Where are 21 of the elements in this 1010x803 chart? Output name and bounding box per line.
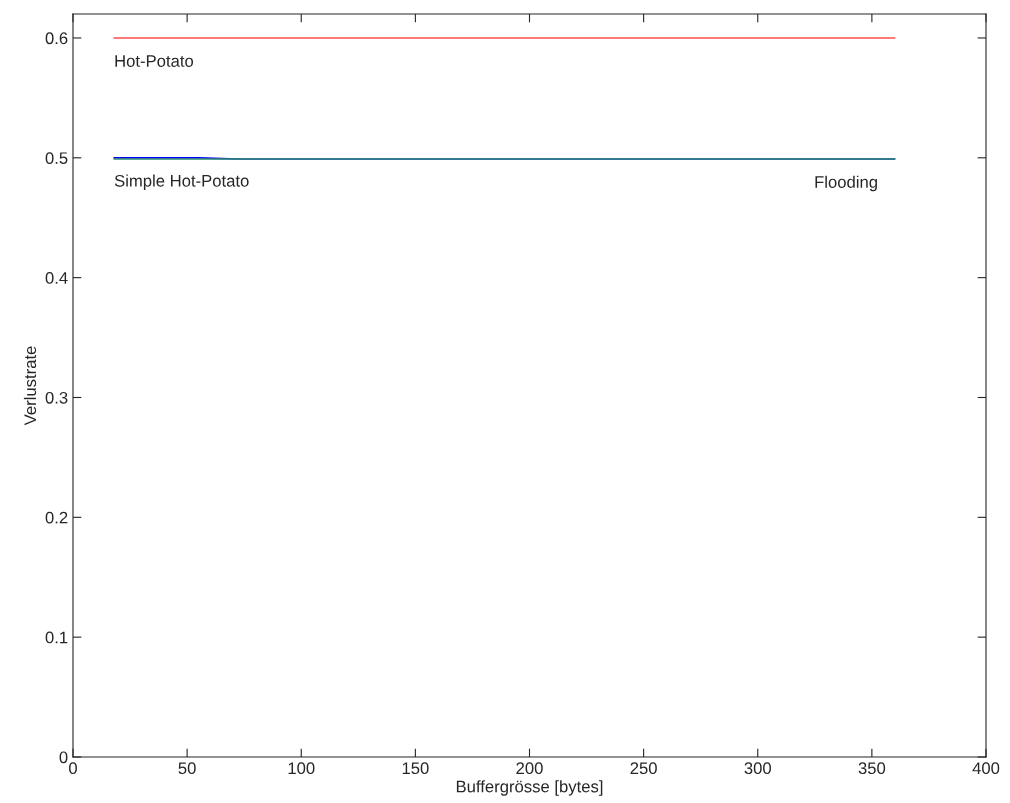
y-tick-label: 0.4 bbox=[45, 272, 68, 284]
x-tick-label: 250 bbox=[630, 762, 657, 775]
x-tick-label: 50 bbox=[178, 762, 196, 775]
x-tick-label: 100 bbox=[288, 762, 315, 775]
y-tick-label: 0 bbox=[59, 751, 68, 764]
x-tick-label: 350 bbox=[858, 762, 886, 775]
x-tick-label: 0 bbox=[69, 762, 77, 775]
series-label: Hot-Potato bbox=[115, 55, 194, 67]
y-tick-label: 0.1 bbox=[45, 631, 68, 644]
series-label: Flooding bbox=[815, 175, 877, 192]
x-tick-label: 150 bbox=[402, 762, 429, 775]
y-axis-title: Verlustrate bbox=[23, 346, 37, 426]
x-axis-title: Buffergrösse [bytes] bbox=[456, 780, 603, 796]
x-tick-label: 300 bbox=[744, 762, 771, 775]
x-tick-label: 200 bbox=[516, 762, 543, 775]
y-tick-label: 0.3 bbox=[45, 391, 68, 404]
y-tick-label: 0.6 bbox=[45, 32, 68, 45]
x-tick-label: 400 bbox=[972, 762, 1000, 775]
y-tick-label: 0.2 bbox=[45, 511, 68, 524]
y-tick-label: 0.5 bbox=[45, 152, 68, 165]
series-label: Simple Hot-Potato bbox=[114, 174, 249, 191]
